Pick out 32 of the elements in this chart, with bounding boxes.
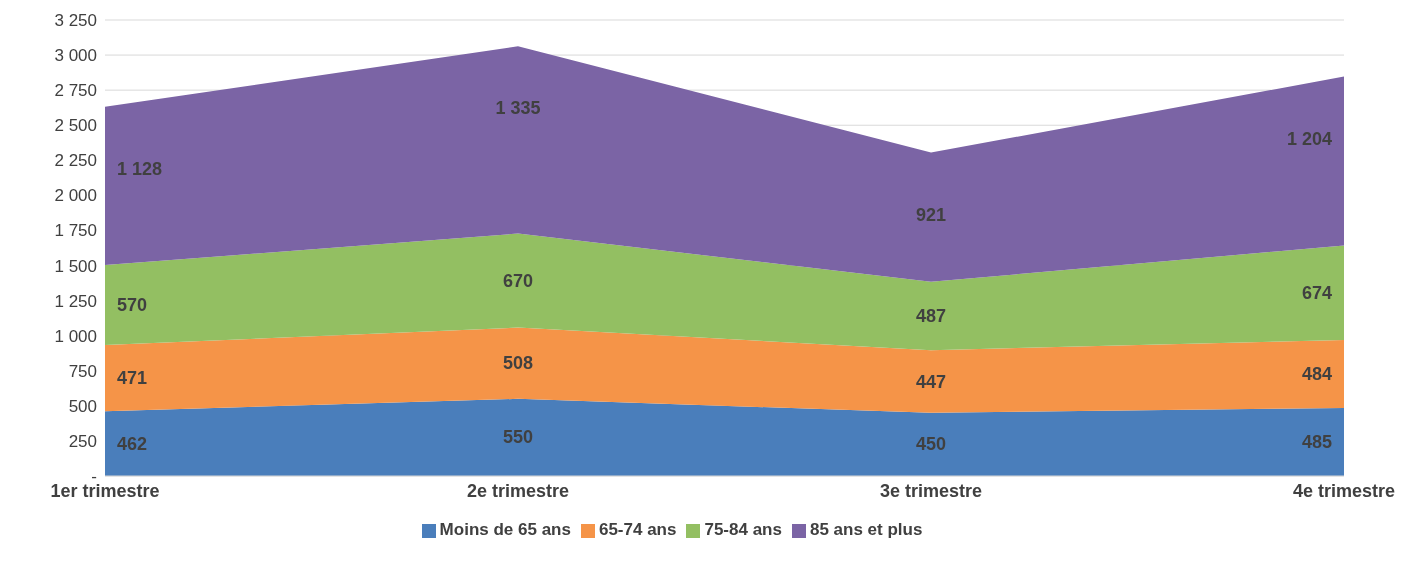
- y-tick-label: 2 500: [54, 116, 97, 136]
- x-tick-label: 3e trimestre: [879, 480, 983, 501]
- data-label: 1 204: [1286, 128, 1332, 149]
- y-tick-label: 1 500: [54, 256, 97, 276]
- data-label: 1 335: [495, 98, 541, 119]
- legend-label: 75-84 ans: [704, 520, 782, 539]
- y-tick-label: 2 000: [54, 186, 97, 206]
- y-tick-label: 3 000: [54, 46, 97, 66]
- y-tick-label: 2 250: [54, 151, 97, 171]
- data-label: 447: [915, 371, 947, 392]
- y-tick-label: 1 000: [54, 326, 97, 346]
- data-label: 508: [502, 353, 534, 374]
- y-tick-label: 500: [68, 396, 97, 416]
- x-tick-label: 2e trimestre: [466, 480, 570, 501]
- y-tick-label: 1 750: [54, 221, 97, 241]
- data-label: 670: [502, 270, 534, 291]
- x-tick-label: 4e trimestre: [1292, 480, 1396, 501]
- y-tick-label: 3 250: [54, 11, 97, 31]
- y-tick-label: 750: [68, 361, 97, 381]
- data-label: 674: [1301, 282, 1332, 303]
- data-label: 471: [117, 368, 148, 389]
- y-tick-label: 1 250: [54, 291, 97, 311]
- data-label: 484: [1301, 364, 1332, 384]
- legend-label: Moins de 65 ans: [439, 520, 571, 539]
- data-label: 570: [117, 295, 148, 316]
- legend-label: 85 ans et plus: [809, 520, 923, 539]
- y-tick-label: 250: [68, 431, 97, 451]
- y-tick-label: 2 750: [54, 81, 97, 101]
- data-label: 1 128: [117, 158, 163, 179]
- data-label: 487: [915, 305, 947, 326]
- data-label: 921: [915, 204, 947, 225]
- legend-label: 65-74 ans: [598, 520, 677, 539]
